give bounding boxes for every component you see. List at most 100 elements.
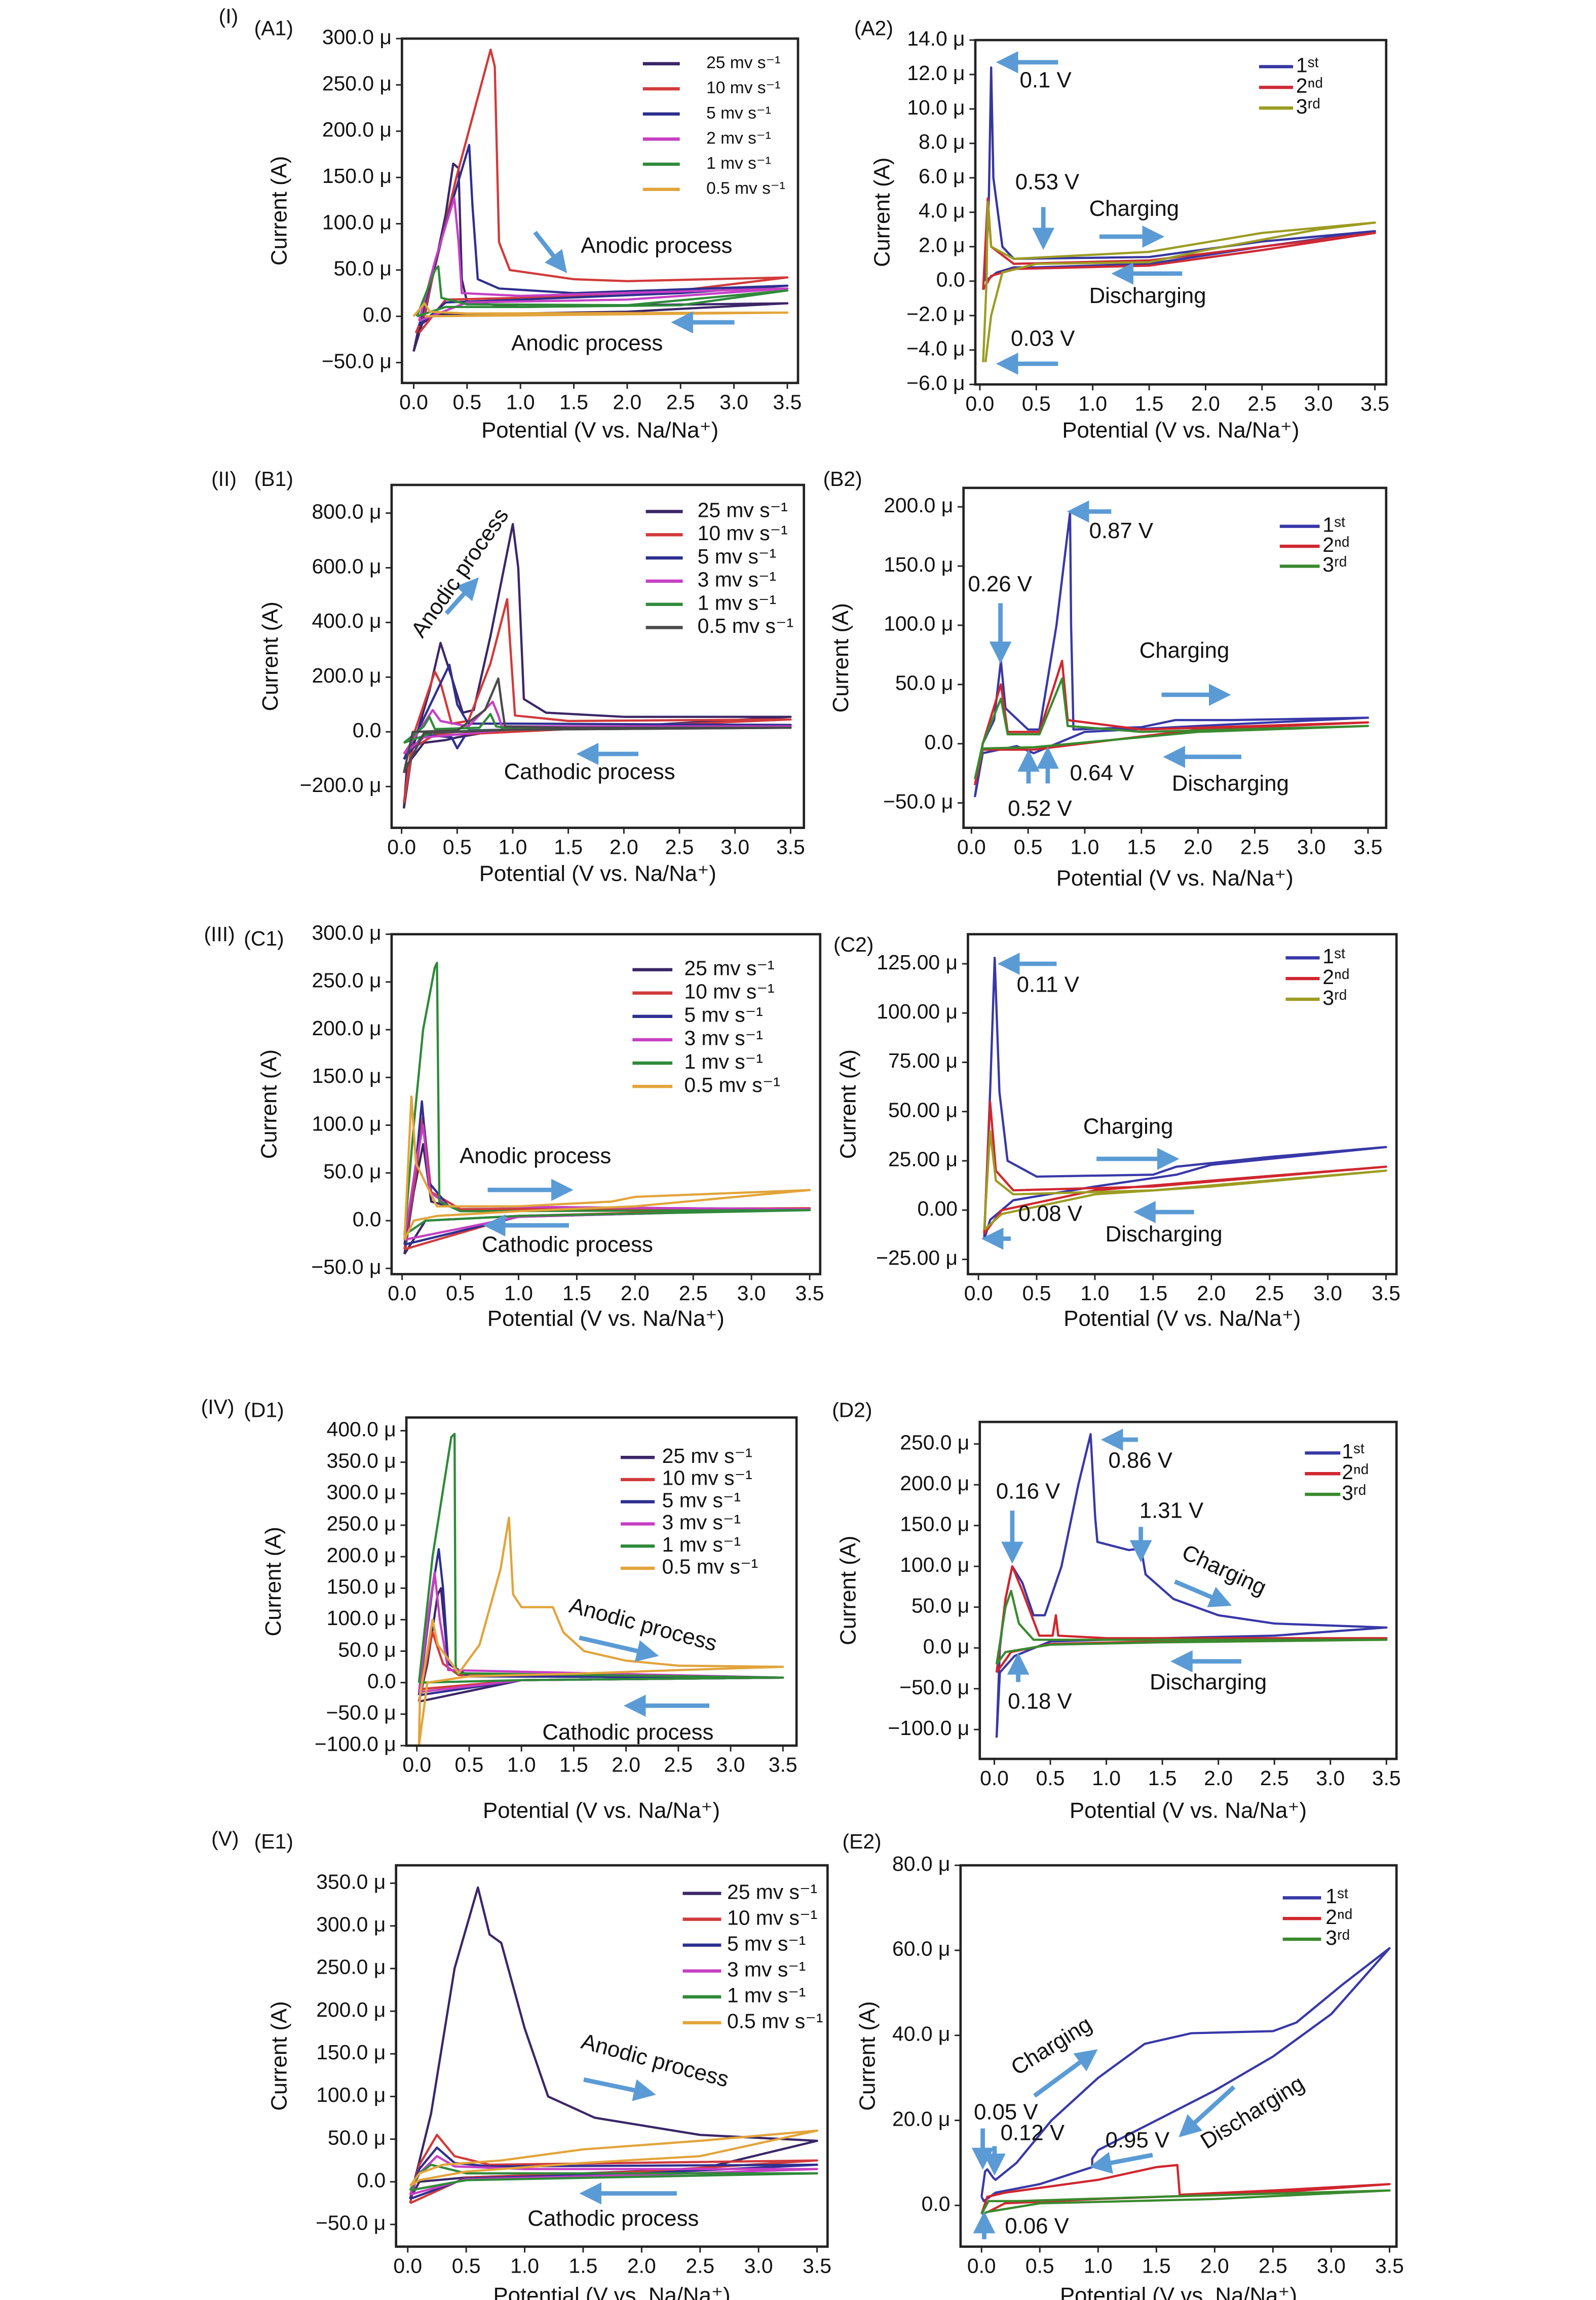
x-tick-label: 0.5	[1025, 2254, 1054, 2277]
y-tick-label: 250.0 μ	[327, 1512, 396, 1535]
legend: 25 mv s⁻¹10 mv s⁻¹5 mv s⁻¹3 mv s⁻¹1 mv s…	[645, 498, 793, 637]
annotation-label: Cathodic process	[542, 1720, 713, 1745]
legend-label: 3 mv s⁻¹	[662, 1511, 741, 1534]
annotation-arrow	[583, 2077, 656, 2101]
y-tick-label: 150.0 μ	[884, 553, 953, 576]
legend: 25 mv s⁻¹10 mv s⁻¹5 mv s⁻¹3 mv s⁻¹1 mv s…	[621, 1444, 758, 1578]
y-tick-label: 50.0 μ	[911, 1594, 969, 1617]
x-tick-label: 0.0	[387, 835, 416, 858]
panel-label: (B1)	[254, 467, 293, 491]
x-tick-label: 2.5	[1260, 1766, 1289, 1790]
y-tick-label: 300.0 μ	[327, 1481, 396, 1504]
legend-label: 5 mv s⁻¹	[706, 104, 771, 123]
y-tick-label: 0.0	[353, 719, 382, 742]
annotation-label: 0.12 V	[1001, 2121, 1065, 2145]
series-line-4	[417, 1432, 784, 1684]
y-tick-label: 600.0 μ	[312, 554, 381, 578]
series-group	[412, 48, 789, 352]
x-tick-label: 2.5	[665, 835, 694, 858]
x-tick-label: 1.5	[1138, 1281, 1167, 1305]
legend: 25 mv s⁻¹10 mv s⁻¹5 mv s⁻¹3 mv s⁻¹1 mv s…	[682, 1880, 823, 2033]
y-tick-label: 50.0 μ	[334, 257, 392, 280]
y-tick-label: 50.0 μ	[895, 671, 953, 695]
y-tick-label: 800.0 μ	[312, 500, 381, 523]
panel-label: (A2)	[854, 16, 893, 40]
y-tick-label: 150.0 μ	[900, 1512, 969, 1535]
series-group	[402, 523, 792, 809]
x-tick-label: 3.5	[1372, 1281, 1400, 1305]
x-tick-label: 1.0	[1078, 392, 1107, 415]
legend-label: 2ⁿᵈ	[1322, 965, 1349, 989]
group-label: (IV)	[201, 1396, 235, 1419]
series-line-2	[403, 663, 792, 760]
legend-label: 5 mv s⁻¹	[684, 1003, 763, 1027]
annotation-label: 0.03 V	[1011, 326, 1075, 351]
plot-frame	[405, 1416, 798, 1747]
legend-label: 0.5 mv s⁻¹	[684, 1073, 780, 1097]
y-tick-label: −6.0 μ	[906, 371, 965, 394]
y-tick-label: 100.0 μ	[884, 612, 953, 635]
series-line-4	[415, 265, 789, 318]
panel-label: (E2)	[842, 1830, 881, 1853]
y-tick-label: 150.0 μ	[327, 1575, 396, 1598]
legend-label: 0.5 mv s⁻¹	[727, 2010, 823, 2033]
y-tick-label: 40.0 μ	[892, 2022, 950, 2046]
series-group	[417, 1432, 784, 1746]
x-tick-label: 0.5	[455, 1753, 484, 1777]
x-tick-label: 1.0	[1081, 1281, 1110, 1305]
x-tick-label: 3.0	[1304, 392, 1333, 415]
y-axis-label: Current (A)	[258, 601, 283, 711]
x-tick-label: 2.0	[610, 835, 638, 858]
plot-frame	[978, 1420, 1398, 1760]
y-tick-label: 0.0 μ	[923, 1635, 970, 1658]
legend-label: 1ˢᵗ	[1322, 945, 1346, 968]
legend-label: 3ʳᵈ	[1296, 95, 1320, 118]
x-tick-label: 1.5	[1148, 1766, 1177, 1790]
annotation-label: Discharging	[1172, 771, 1289, 796]
x-tick-label: 2.0	[1204, 1766, 1233, 1790]
y-axis-label: Current (A)	[855, 2001, 880, 2110]
series-line-5	[417, 1516, 784, 1746]
x-tick-label: 3.0	[737, 1281, 766, 1305]
x-tick-label: 3.0	[1317, 2254, 1346, 2277]
panel-d1: (IV) (D1) 0.0 0.5 1.0 1.5 2.0 2.5 3.0 3.5 −100.0 μ…	[201, 1396, 798, 1823]
legend-label: 1ˢᵗ	[1342, 1440, 1365, 1463]
y-tick-label: 150.0 μ	[322, 164, 392, 187]
y-tick-label: 300.0 μ	[316, 1912, 386, 1936]
x-tick-label: 0.5	[452, 390, 481, 413]
y-tick-label: 200.0 μ	[316, 1998, 386, 2021]
y-tick-label: −25.00 μ	[876, 1246, 958, 1269]
x-tick-label: 1.0	[504, 1281, 533, 1305]
x-tick-label: 3.5	[1354, 835, 1383, 858]
y-tick-label: 50.0 μ	[328, 2126, 386, 2149]
legend-label: 10 mv s⁻¹	[727, 1906, 817, 1929]
x-tick-label: 1.0	[506, 390, 535, 413]
y-tick-label: 20.0 μ	[892, 2107, 950, 2130]
y-tick-label: 100.0 μ	[900, 1553, 969, 1576]
x-tick-label: 0.0	[964, 1281, 993, 1305]
y-tick-label: 10.0 μ	[907, 96, 965, 119]
y-tick-label: 100.0 μ	[316, 2083, 386, 2106]
x-tick-label: 1.0	[1084, 2254, 1113, 2277]
y-tick-label: 250.0 μ	[312, 969, 381, 992]
legend-label: 0.5 mv s⁻¹	[706, 179, 785, 198]
plot-frame	[967, 933, 1398, 1275]
x-tick-label: 1.5	[1135, 392, 1164, 415]
series-group	[982, 66, 1376, 362]
panel-label: (D2)	[832, 1399, 872, 1422]
series-group	[983, 957, 1387, 1240]
y-tick-label: −50.0 μ	[899, 1675, 969, 1699]
annotation-label: 0.26 V	[968, 572, 1032, 596]
group-label: (II)	[211, 467, 237, 491]
x-tick-label: 2.0	[627, 2254, 656, 2277]
legend-label: 2 mv s⁻¹	[706, 129, 771, 147]
annotation-label: Anodic process	[460, 1144, 611, 1168]
x-tick-label: 2.0	[1197, 1281, 1226, 1305]
x-tick-label: 3.0	[1316, 1766, 1345, 1790]
x-tick-label: 1.5	[1127, 835, 1156, 858]
annotation-arrow	[1179, 2085, 1236, 2137]
x-tick-label: 0.5	[443, 835, 472, 858]
legend-label: 1ˢᵗ	[1322, 513, 1346, 536]
y-tick-label: 4.0 μ	[919, 199, 965, 222]
